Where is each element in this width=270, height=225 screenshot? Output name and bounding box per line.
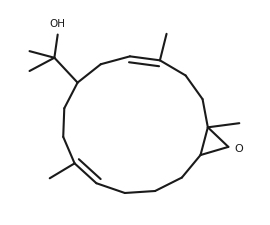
- Text: OH: OH: [50, 19, 66, 29]
- Text: O: O: [234, 144, 243, 154]
